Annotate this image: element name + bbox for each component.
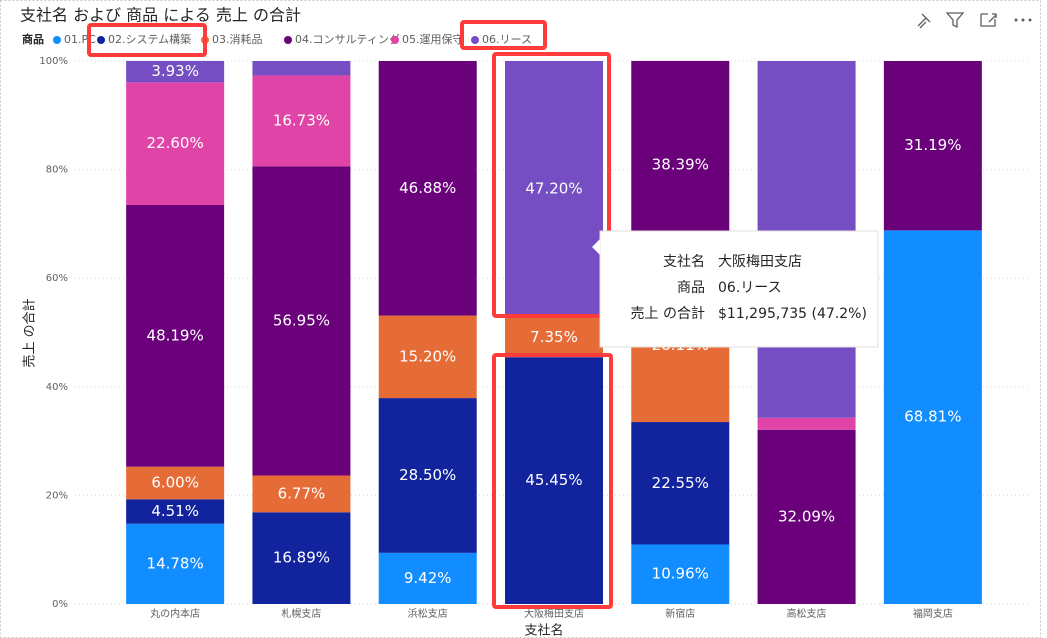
tooltip-value: 大阪梅田支店	[718, 254, 802, 270]
bar-segment	[757, 417, 856, 430]
x-tick-label: 浜松支店	[408, 607, 448, 620]
bar-segment	[252, 512, 351, 604]
bar-segment	[505, 317, 603, 358]
bar-segment	[378, 61, 477, 316]
data-label: 15.20%	[399, 347, 456, 365]
highlight-box	[460, 20, 547, 50]
bar-segment	[378, 398, 477, 553]
data-label: 22.60%	[147, 134, 204, 152]
tooltip-label: 商品	[677, 280, 705, 296]
legend-label: 02.システム構築	[108, 32, 191, 46]
legend-marker	[284, 36, 292, 44]
data-label: 22.55%	[652, 474, 709, 492]
y-tick-label: 0%	[52, 599, 68, 610]
filter-icon[interactable]	[945, 12, 965, 29]
tooltip-value: $11,295,735 (47.2%)	[718, 306, 867, 322]
x-axis-title: 支社名	[524, 623, 563, 638]
y-tick-label: 80%	[46, 165, 68, 176]
bar-segment	[252, 166, 351, 476]
legend-marker	[53, 36, 61, 44]
tooltip-value: 06.リース	[718, 280, 782, 296]
x-tick-label: 丸の内本店	[150, 607, 200, 620]
data-label: 4.51%	[151, 502, 199, 520]
data-label: 10.96%	[652, 565, 709, 583]
legend-label: 05.運用保守	[402, 32, 464, 46]
bar-segment	[252, 61, 351, 76]
data-label: 32.09%	[778, 507, 835, 525]
data-label: 46.88%	[399, 179, 456, 197]
focus-icon[interactable]	[980, 13, 997, 27]
legend-marker	[471, 36, 479, 44]
bar-segment	[505, 357, 603, 604]
bar-segment	[378, 315, 477, 399]
tooltip-pointer	[592, 239, 600, 255]
data-label: 9.42%	[404, 569, 452, 587]
data-label: 7.35%	[530, 328, 578, 346]
y-tick-label: 60%	[46, 273, 68, 284]
bar-segment	[631, 544, 730, 604]
bar-segment	[126, 466, 225, 500]
data-label: 14.78%	[147, 554, 204, 572]
highlight-box	[492, 353, 613, 609]
bar-segment	[126, 82, 225, 206]
more-icon[interactable]	[1014, 18, 1032, 22]
data-label: 6.77%	[278, 484, 326, 502]
data-label: 31.19%	[904, 136, 961, 154]
data-label: 6.00%	[151, 473, 199, 491]
legend-marker	[97, 36, 105, 44]
bar-segment	[757, 429, 856, 604]
legend-label: 03.消耗品	[212, 32, 263, 46]
toolbar	[917, 12, 1032, 29]
legend-label: 04.コンサルティング	[295, 32, 400, 46]
bar-segment	[126, 499, 225, 524]
highlight-box	[87, 23, 207, 57]
bar-segment	[126, 60, 225, 83]
bar-segment	[126, 205, 225, 467]
x-tick-label: 福岡支店	[913, 607, 953, 620]
data-label: 38.39%	[652, 156, 709, 174]
y-tick-label: 20%	[46, 490, 68, 501]
pin-icon[interactable]	[917, 13, 931, 29]
data-label: 28.50%	[399, 466, 456, 484]
x-tick-label: 札幌支店	[281, 607, 321, 620]
legend-label: 06.リース	[482, 33, 532, 46]
bar-segment	[505, 61, 603, 318]
chart-title: 支社名 および 商品 による 売上 の合計	[20, 6, 301, 25]
data-label: 45.45%	[525, 471, 582, 489]
x-tick-label: 大阪梅田支店	[524, 607, 584, 620]
x-tick-label: 新宿店	[665, 607, 695, 620]
bar-segment	[883, 61, 982, 231]
x-tick-label: 高松支店	[787, 607, 827, 620]
tooltip-label: 支社名	[663, 254, 705, 270]
data-label: 16.73%	[273, 111, 330, 129]
data-label: 48.19%	[147, 326, 204, 344]
data-label: 56.95%	[273, 311, 330, 329]
tooltip-box	[599, 230, 879, 348]
bar-segment	[252, 75, 351, 167]
y-tick-label: 100%	[39, 56, 68, 67]
y-axis-title: 売上 の合計	[22, 298, 38, 367]
legend-title: 商品	[22, 32, 44, 46]
bar-segment	[883, 230, 982, 604]
bar-segment	[378, 552, 477, 604]
bar-segment	[631, 422, 730, 545]
data-label: 47.20%	[525, 180, 582, 198]
y-tick-label: 40%	[46, 382, 68, 393]
legend-marker	[391, 36, 399, 44]
bar-segment	[252, 475, 351, 513]
data-label: 68.81%	[904, 408, 961, 426]
data-label: 3.93%	[151, 62, 199, 80]
bar-segment	[126, 523, 225, 604]
highlight-box	[492, 52, 611, 318]
legend-label: 01.PC	[64, 33, 96, 46]
data-label: 16.89%	[273, 549, 330, 567]
tooltip-label: 売上 の合計	[631, 306, 705, 322]
